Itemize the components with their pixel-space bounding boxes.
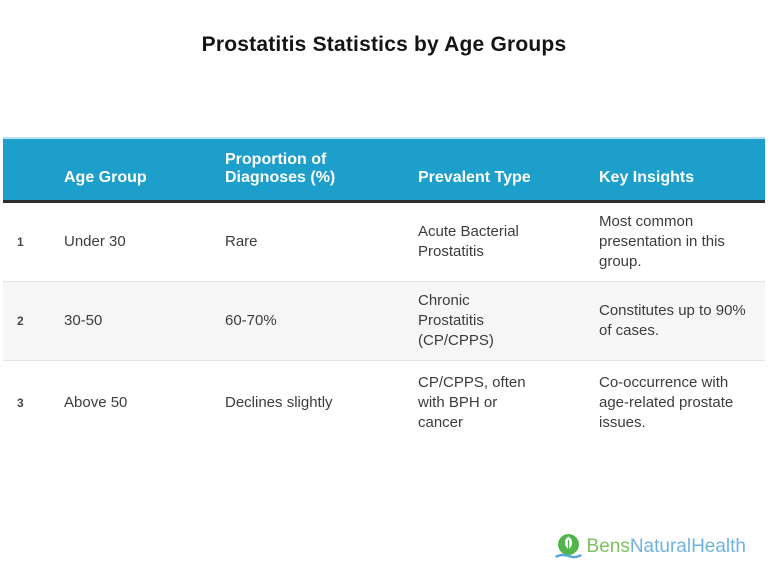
- cell-proportion: Rare: [225, 232, 258, 250]
- table-row: 2 30-50 60-70% Chronic Prostatitis (CP/C…: [3, 281, 765, 360]
- statistics-table: Age Group Proportion of Diagnoses (%) Pr…: [3, 137, 765, 445]
- cell-key-insights: Co-occurrence with age-related prostate …: [599, 373, 734, 431]
- cell-age-group: Above 50: [64, 393, 128, 411]
- cell-key-insights: Constitutes up to 90% of cases.: [599, 301, 746, 339]
- cell-key-insights: Most common presentation in this group.: [599, 212, 725, 270]
- column-header-prevalent-type: Prevalent Type: [418, 137, 599, 201]
- column-header-key-insights: Key Insights: [599, 137, 765, 201]
- cell-prevalent-type: Acute Bacterial Prostatitis: [418, 222, 519, 260]
- brand-text: BensNaturalHealth: [587, 533, 746, 561]
- table-row: 1 Under 30 Rare Acute Bacterial Prostati…: [3, 201, 765, 281]
- table-row: 3 Above 50 Declines slightly CP/CPPS, of…: [3, 360, 765, 445]
- cell-proportion: 60-70%: [225, 311, 277, 329]
- row-number-header: [3, 137, 64, 201]
- page-title: Prostatitis Statistics by Age Groups: [201, 33, 567, 56]
- row-number: 1: [17, 234, 24, 249]
- bens-natural-health-logo: BensNaturalHealth: [554, 532, 746, 561]
- cell-age-group: Under 30: [64, 232, 126, 250]
- row-number: 2: [17, 313, 24, 328]
- cell-prevalent-type: CP/CPPS, often with BPH or cancer: [418, 373, 526, 431]
- cell-proportion: Declines slightly: [225, 393, 333, 411]
- cell-age-group: 30-50: [64, 311, 103, 329]
- row-number: 3: [17, 395, 24, 410]
- column-header-age-group: Age Group: [64, 137, 225, 201]
- leaf-in-circle-icon: [554, 532, 582, 561]
- column-header-proportion: Proportion of Diagnoses (%): [225, 137, 418, 201]
- brand-first: Bens: [586, 535, 630, 557]
- cell-prevalent-type: Chronic Prostatitis (CP/CPPS): [418, 291, 494, 349]
- table-header-row: Age Group Proportion of Diagnoses (%) Pr…: [3, 137, 765, 201]
- brand-second: NaturalHealth: [629, 535, 746, 557]
